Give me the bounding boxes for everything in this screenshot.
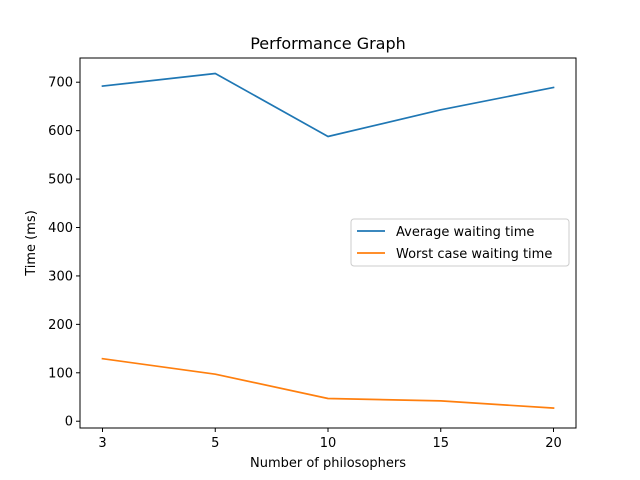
x-axis-label: Number of philosophers <box>250 456 406 471</box>
y-axis-label: Time (ms) <box>24 210 39 277</box>
x-tick-label: 20 <box>545 436 562 451</box>
legend-label-average: Average waiting time <box>396 225 534 240</box>
y-tick-label: 400 <box>48 221 73 236</box>
y-tick-label: 600 <box>48 124 73 139</box>
x-tick-label: 15 <box>432 436 449 451</box>
y-tick-label: 300 <box>48 269 73 284</box>
y-tick-label: 100 <box>48 366 73 381</box>
series-line-worst-case <box>101 357 555 410</box>
x-tick-label: 5 <box>211 436 219 451</box>
x-axis-ticks: 3 5 10 15 20 <box>98 428 562 451</box>
y-axis-ticks: 0 100 200 300 400 500 600 700 <box>48 76 80 430</box>
x-tick-label: 3 <box>98 436 106 451</box>
x-tick-label: 10 <box>320 436 337 451</box>
legend-label-worst-case: Worst case waiting time <box>396 247 552 262</box>
chart-title: Performance Graph <box>250 34 406 53</box>
legend-box <box>350 218 570 267</box>
series-line-average <box>101 72 555 138</box>
y-tick-label: 500 <box>48 173 73 188</box>
legend: Average waiting time Worst case waiting … <box>350 218 570 267</box>
y-tick-label: 700 <box>48 76 73 91</box>
series-layer <box>101 72 555 410</box>
y-tick-label: 0 <box>65 415 73 430</box>
y-tick-label: 200 <box>48 318 73 333</box>
